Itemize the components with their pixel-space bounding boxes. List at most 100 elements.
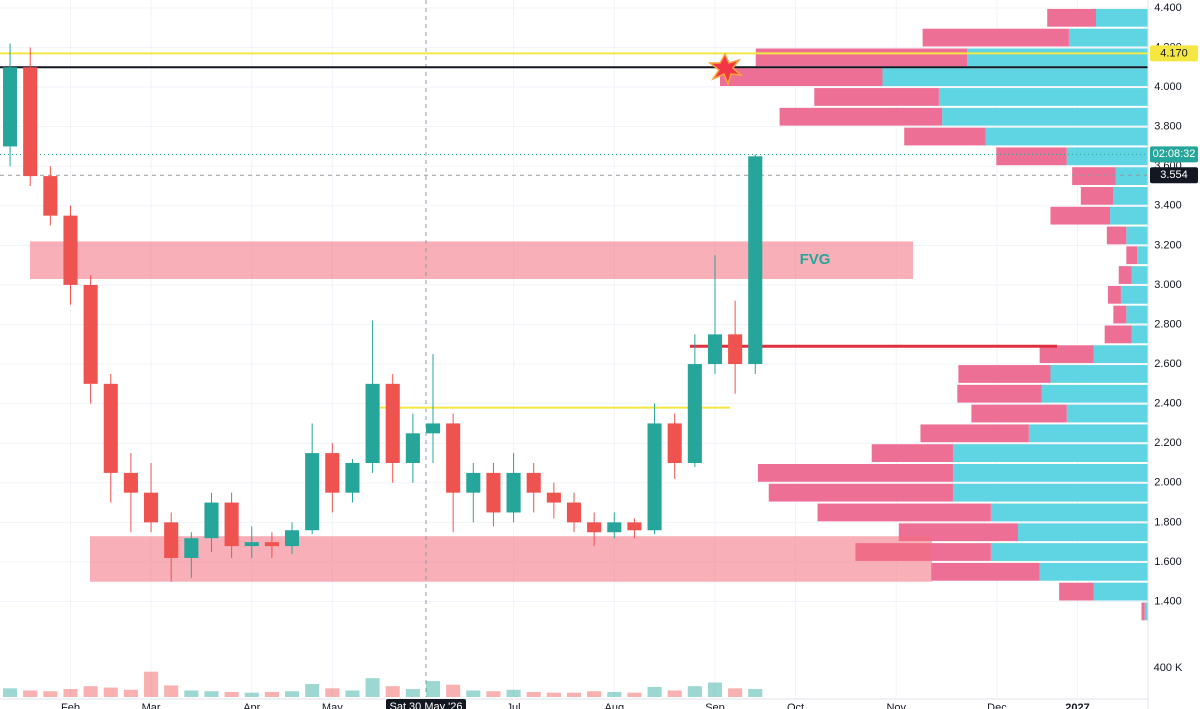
y-tick-label: 2.200 (1154, 437, 1182, 449)
candle-body (244, 542, 259, 547)
y-tick-label: 1.400 (1154, 595, 1182, 607)
profile-down-bar (1126, 246, 1138, 265)
profile-up-bar (1113, 186, 1148, 205)
profile-down-bar (922, 28, 1069, 47)
profile-up-bar (1110, 206, 1148, 225)
profile-down-bar (971, 404, 1067, 423)
candle-body (144, 492, 159, 523)
volume-bar (687, 686, 702, 697)
level-tag: 4.170 (1160, 47, 1188, 59)
volume-bar (63, 689, 78, 697)
candle-body (526, 472, 541, 493)
profile-down-bar (755, 48, 968, 67)
profile-up-bar (938, 88, 1148, 106)
profile-down-bar (1050, 206, 1111, 225)
profile-up-bar (1137, 246, 1148, 265)
profile-down-bar (1118, 266, 1132, 284)
y-tick-label: 3.200 (1154, 239, 1182, 251)
profile-up-bar (1093, 582, 1148, 601)
star-marker (707, 52, 744, 87)
profile-up-bar (967, 48, 1148, 67)
profile-down-bar (904, 127, 986, 146)
candle-body (43, 176, 58, 216)
volume-bar (667, 690, 682, 697)
profile-down-bar (1047, 8, 1096, 27)
volume-bar (405, 689, 420, 697)
crosshair-date-bg (386, 699, 466, 709)
volume-bar (707, 682, 723, 697)
y-tick-label: 3.400 (1154, 200, 1182, 212)
candle-body (466, 472, 481, 493)
candle-body (204, 502, 219, 539)
profile-up-bar (1028, 424, 1148, 443)
volume-bar (728, 688, 743, 697)
profile-up-bar (990, 503, 1148, 522)
candle-body (365, 383, 380, 463)
y-tick-label: 2.600 (1154, 358, 1182, 370)
y-tick-label: 1.600 (1154, 556, 1182, 568)
profile-down-bar (814, 88, 939, 106)
volume-bar (23, 690, 38, 697)
volume-bar (607, 691, 622, 697)
candle-body (284, 530, 300, 547)
x-tick-label: Apr (243, 702, 260, 709)
profile-down-bar (1039, 345, 1094, 364)
volume-bar (123, 689, 138, 697)
volume-bar (244, 692, 259, 697)
profile-down-bar (1141, 602, 1145, 621)
candle-body (3, 67, 18, 147)
candle-body (164, 522, 179, 558)
profile-up-bar (952, 463, 1148, 482)
x-tick-label: Sep (705, 702, 725, 709)
x-tick-label: Nov (886, 702, 906, 709)
volume-bar (748, 689, 763, 697)
profile-down-bar (1107, 285, 1121, 304)
volume-bar (224, 691, 239, 697)
profile-up-bar (1144, 602, 1148, 621)
profile-down-bar (768, 483, 953, 502)
profile-up-bar (1066, 147, 1148, 166)
x-tick-label: Dec (987, 702, 1007, 709)
candle-body (305, 453, 320, 531)
zone (30, 241, 913, 279)
candle-body (264, 542, 279, 547)
profile-up-bar (1093, 345, 1148, 364)
volume-bar (647, 686, 662, 697)
y-tick-label: 4.400 (1154, 2, 1182, 14)
volume-bar (365, 678, 380, 697)
profile-down-bar (1059, 582, 1094, 601)
candle-body (546, 492, 561, 503)
candle-body (486, 472, 501, 513)
volume-bar (284, 691, 300, 697)
profile-up-bar (1115, 167, 1148, 185)
profile-up-bar (882, 68, 1148, 87)
profile-up-bar (952, 444, 1148, 462)
x-tick-label: 2027 (1065, 702, 1089, 709)
volume-bar (103, 687, 118, 697)
profile-down-bar (958, 365, 1051, 383)
volume-bar (43, 691, 58, 697)
candle-body (23, 67, 38, 177)
candle-body (446, 423, 461, 493)
volume-bar (3, 688, 18, 697)
profile-down-bar (871, 444, 953, 462)
crosshair-price-tag: 3.554 (1160, 169, 1188, 181)
profile-down-bar (817, 503, 991, 522)
profile-up-bar (942, 107, 1148, 126)
candle-body (707, 334, 723, 365)
candle-body (63, 215, 78, 285)
volume-bar (546, 692, 561, 697)
candle-body (184, 538, 199, 558)
profile-down-bar (957, 384, 1042, 403)
volume-bar (425, 681, 441, 697)
y-tick-label: 3.800 (1154, 121, 1182, 133)
profile-down-bar (757, 463, 953, 482)
profile-down-bar (920, 424, 1029, 443)
candle-body (627, 522, 642, 531)
profile-up-bar (1131, 266, 1148, 284)
profile-up-bar (1126, 305, 1148, 324)
profile-down-bar (779, 107, 943, 126)
profile-up-bar (1120, 285, 1148, 304)
profile-up-bar (1066, 404, 1148, 423)
